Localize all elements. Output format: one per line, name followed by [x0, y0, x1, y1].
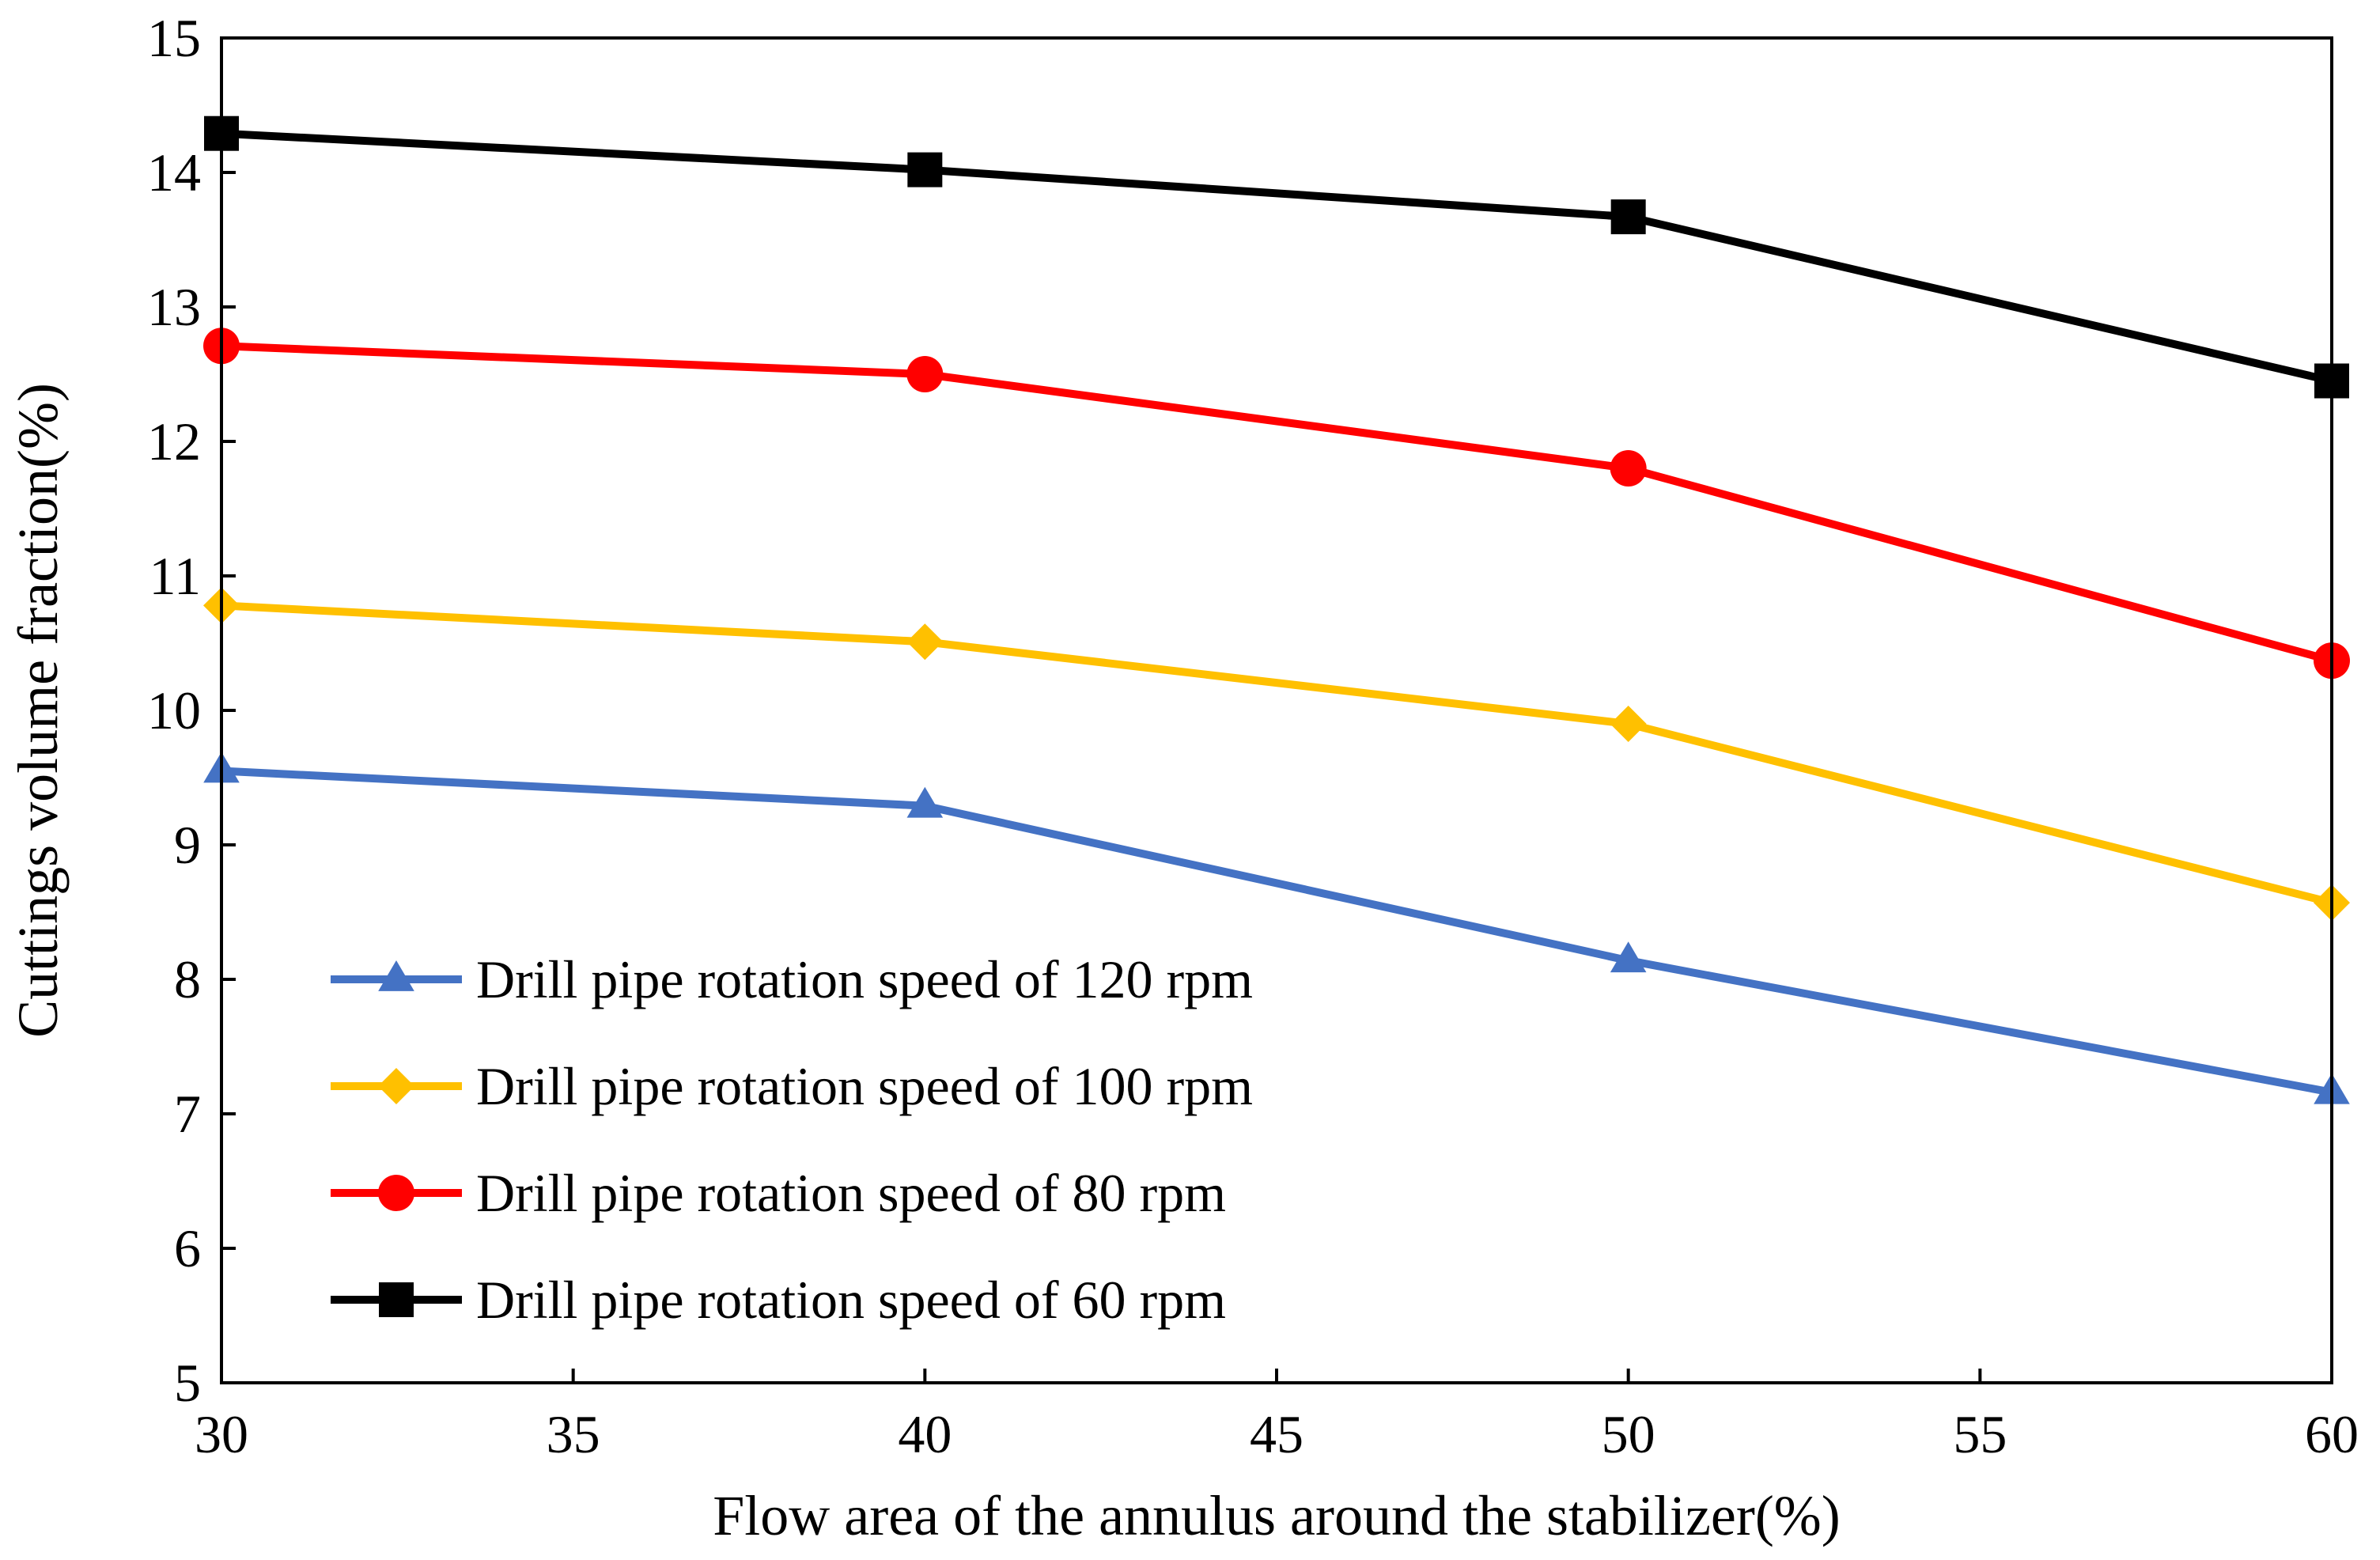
x-tick-label: 40 — [898, 1404, 952, 1464]
legend-marker-square — [379, 1282, 414, 1317]
data-point-diamond — [906, 623, 944, 661]
legend-marker-circle — [378, 1175, 414, 1211]
y-tick-label: 5 — [174, 1353, 201, 1413]
y-axis-title: Cuttings volume fraction(%) — [6, 383, 70, 1038]
legend-label: Drill pipe rotation speed of 60 rpm — [476, 1270, 1226, 1330]
legend-item: Drill pipe rotation speed of 60 rpm — [331, 1270, 1226, 1330]
y-tick-label: 10 — [147, 680, 201, 740]
x-tick-label: 60 — [2305, 1404, 2359, 1464]
data-point-triangle — [1610, 941, 1647, 973]
legend-label: Drill pipe rotation speed of 100 rpm — [476, 1056, 1253, 1116]
x-axis-title: Flow area of the annulus around the stab… — [713, 1484, 1841, 1547]
y-tick-label: 11 — [149, 546, 201, 606]
legend-label: Drill pipe rotation speed of 80 rpm — [476, 1163, 1226, 1223]
data-point-circle — [906, 356, 944, 392]
series-1 — [203, 587, 2350, 922]
y-tick-label: 14 — [147, 142, 201, 203]
series-line — [221, 342, 2333, 665]
series-layer — [203, 115, 2350, 1104]
data-point-square — [907, 152, 943, 187]
legend-item: Drill pipe rotation speed of 120 rpm — [331, 949, 1253, 1009]
x-tick-label: 30 — [195, 1404, 248, 1464]
y-tick-label: 9 — [174, 815, 201, 875]
data-point-square — [1610, 199, 1646, 235]
y-tick-label: 8 — [174, 949, 201, 1009]
legend-marker-diamond — [378, 1068, 414, 1104]
series-3 — [204, 115, 2349, 399]
x-axis-ticks: 30 35 40 45 50 55 60 — [195, 1369, 2359, 1464]
legend-label: Drill pipe rotation speed of 120 rpm — [476, 949, 1253, 1009]
y-tick-label: 13 — [147, 277, 201, 337]
series-line — [221, 601, 2333, 907]
y-tick-label: 6 — [174, 1218, 201, 1278]
legend-item: Drill pipe rotation speed of 100 rpm — [331, 1056, 1253, 1116]
series-line — [221, 767, 2333, 1096]
legend-item: Drill pipe rotation speed of 80 rpm — [331, 1163, 1226, 1223]
x-tick-label: 55 — [1953, 1404, 2007, 1464]
y-tick-label: 15 — [147, 8, 201, 68]
legend-marker-triangle — [378, 960, 414, 991]
x-tick-label: 35 — [547, 1404, 600, 1464]
x-tick-label: 45 — [1250, 1404, 1304, 1464]
y-axis-ticks: 5 6 7 8 9 10 11 12 13 14 15 — [147, 8, 236, 1413]
series-line — [221, 129, 2333, 385]
data-point-circle — [1610, 450, 1647, 487]
x-tick-label: 50 — [1602, 1404, 1655, 1464]
legend: Drill pipe rotation speed of 120 rpm Dril… — [331, 949, 1253, 1330]
plot-area-frame — [220, 36, 2333, 1384]
data-point-diamond — [1610, 706, 1647, 742]
y-tick-label: 12 — [147, 411, 201, 471]
y-tick-label: 7 — [174, 1084, 201, 1144]
data-point-triangle — [906, 786, 944, 818]
